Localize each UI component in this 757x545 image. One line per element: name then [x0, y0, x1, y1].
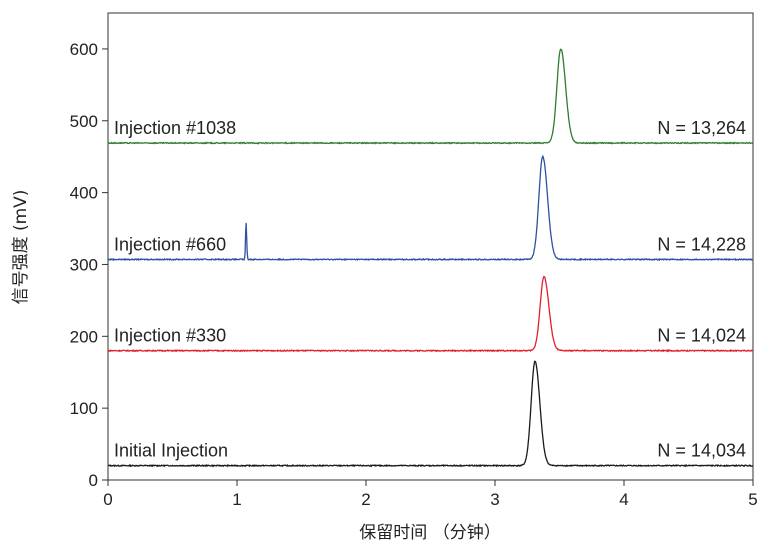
x-tick-label: 0	[103, 490, 112, 509]
y-tick-label: 0	[89, 471, 98, 490]
x-tick-label: 1	[232, 490, 241, 509]
plate-count-label: N = 14,034	[657, 441, 746, 461]
plate-count-label: N = 13,264	[657, 118, 746, 138]
series-label: Initial Injection	[114, 441, 228, 461]
y-tick-label: 600	[70, 40, 98, 59]
x-axis-title: 保留时间 （分钟）	[359, 523, 500, 543]
y-tick-label: 100	[70, 399, 98, 418]
series-line	[107, 275, 754, 353]
series-label: Injection #330	[114, 326, 226, 346]
x-tick-label: 5	[748, 490, 757, 509]
series-line	[107, 154, 754, 262]
x-tick-label: 4	[619, 490, 628, 509]
y-axis-title: 信号强度 (mV)	[11, 190, 31, 305]
y-tick-label: 300	[70, 255, 98, 274]
plot-frame	[107, 12, 754, 481]
x-tick-label: 2	[361, 490, 370, 509]
series-line	[107, 360, 754, 468]
plate-count-label: N = 14,228	[657, 234, 746, 254]
y-tick-label: 500	[70, 112, 98, 131]
y-tick-label: 400	[70, 184, 98, 203]
y-tick-label: 200	[70, 327, 98, 346]
series-label: Injection #660	[114, 234, 226, 254]
x-tick-label: 3	[490, 490, 499, 509]
series-line	[107, 48, 754, 145]
plate-count-label: N = 14,024	[657, 326, 746, 346]
series-label: Injection #1038	[114, 118, 236, 138]
